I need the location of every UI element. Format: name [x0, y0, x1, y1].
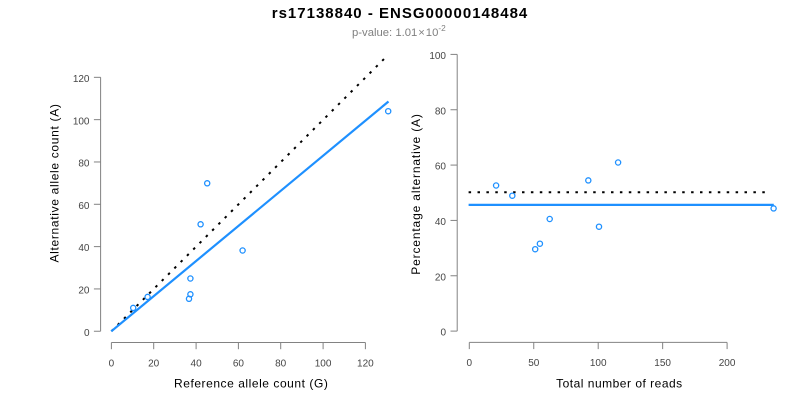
- svg-text:60: 60: [233, 358, 245, 369]
- svg-text:Reference allele count (G): Reference allele count (G): [174, 376, 328, 390]
- svg-text:80: 80: [78, 159, 90, 170]
- svg-text:Alternative allele count (A): Alternative allele count (A): [48, 103, 62, 262]
- svg-text:rs17138840 - ENSG00000148484: rs17138840 - ENSG00000148484: [272, 5, 529, 22]
- svg-text:60: 60: [78, 201, 90, 212]
- svg-text:0: 0: [109, 358, 115, 369]
- svg-text:80: 80: [275, 358, 287, 369]
- svg-text:p-value: 1.01 × 10-2: p-value: 1.01 × 10-2: [352, 23, 446, 39]
- svg-text:40: 40: [191, 358, 203, 369]
- svg-text:50: 50: [528, 358, 540, 369]
- svg-text:100: 100: [429, 51, 446, 62]
- svg-text:40: 40: [435, 217, 447, 228]
- svg-text:20: 20: [435, 272, 447, 283]
- svg-text:100: 100: [590, 358, 607, 369]
- svg-text:20: 20: [78, 286, 90, 297]
- svg-text:120: 120: [357, 358, 374, 369]
- svg-text:20: 20: [148, 358, 160, 369]
- svg-text:0: 0: [440, 328, 446, 339]
- svg-text:0: 0: [467, 358, 473, 369]
- svg-text:100: 100: [73, 116, 90, 127]
- svg-text:40: 40: [78, 243, 90, 254]
- svg-text:100: 100: [315, 358, 332, 369]
- svg-text:Total number of reads: Total number of reads: [556, 376, 683, 390]
- svg-text:200: 200: [719, 358, 736, 369]
- svg-text:80: 80: [435, 106, 447, 117]
- svg-text:150: 150: [654, 358, 671, 369]
- svg-text:60: 60: [435, 162, 447, 173]
- svg-text:120: 120: [73, 74, 90, 85]
- svg-text:0: 0: [84, 328, 90, 339]
- svg-text:Percentage alternative (A): Percentage alternative (A): [409, 113, 423, 275]
